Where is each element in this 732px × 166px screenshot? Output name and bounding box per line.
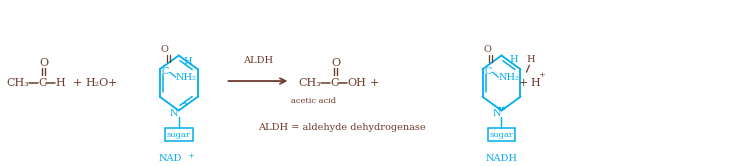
- Text: O: O: [40, 58, 48, 68]
- Text: O: O: [484, 44, 491, 53]
- Text: acetic acid: acetic acid: [291, 97, 336, 105]
- Text: ALDH: ALDH: [243, 56, 273, 65]
- Text: +: +: [181, 100, 187, 108]
- Text: N: N: [170, 109, 178, 118]
- Text: N: N: [492, 109, 501, 118]
- Text: CH₃: CH₃: [298, 78, 321, 88]
- Text: sugar: sugar: [167, 131, 190, 139]
- Text: ALDH = aldehyde dehydrogenase: ALDH = aldehyde dehydrogenase: [258, 123, 426, 132]
- Bar: [488, 128, 515, 141]
- Text: H: H: [184, 57, 192, 66]
- Text: +: +: [108, 78, 117, 88]
- Text: +: +: [538, 71, 545, 79]
- Text: C: C: [330, 78, 339, 88]
- Text: H: H: [526, 55, 535, 64]
- Text: H₂O: H₂O: [85, 78, 108, 88]
- Text: H: H: [55, 78, 65, 88]
- Text: O: O: [161, 44, 168, 53]
- Text: +: +: [370, 78, 379, 88]
- Text: C: C: [162, 67, 169, 76]
- Text: +: +: [518, 78, 528, 88]
- Text: NADH: NADH: [485, 154, 518, 163]
- Text: OH: OH: [347, 78, 366, 88]
- Text: NH₂: NH₂: [176, 73, 197, 82]
- Text: O: O: [331, 58, 340, 68]
- Text: +: +: [73, 78, 83, 88]
- Text: NH₂: NH₂: [498, 73, 519, 82]
- Text: H: H: [510, 55, 518, 64]
- Text: C: C: [485, 67, 492, 76]
- Text: NAD: NAD: [159, 154, 182, 163]
- Text: sugar: sugar: [490, 131, 513, 139]
- Text: +: +: [187, 152, 193, 160]
- Text: CH₃: CH₃: [7, 78, 29, 88]
- Bar: [165, 128, 193, 141]
- Text: H: H: [530, 78, 540, 88]
- Text: C: C: [38, 78, 47, 88]
